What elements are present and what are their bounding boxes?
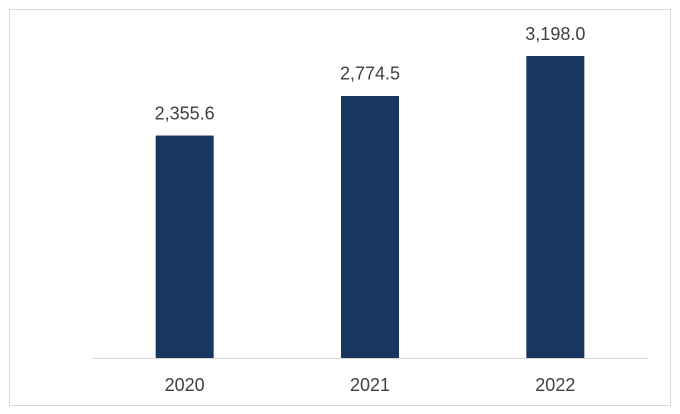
x-tick-label: 2021 xyxy=(350,375,390,395)
x-tick-label: 2022 xyxy=(535,375,575,395)
value-label: 2,774.5 xyxy=(340,64,400,84)
bar xyxy=(341,95,399,359)
value-label: 2,355.6 xyxy=(155,103,215,123)
value-label: 3,198.0 xyxy=(525,24,585,44)
bar xyxy=(526,56,585,358)
bar xyxy=(155,135,214,358)
x-tick-label: 2020 xyxy=(165,375,205,395)
